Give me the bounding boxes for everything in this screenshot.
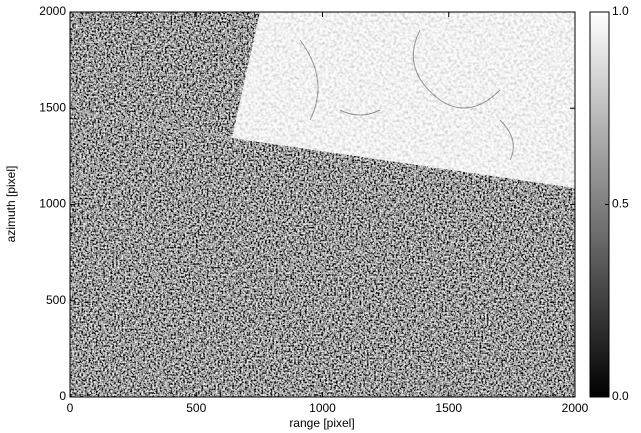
x-tick-label: 1500 (435, 401, 462, 415)
y-tick-label: 500 (46, 293, 66, 307)
x-tick-label: 2000 (562, 401, 589, 415)
x-tick-label: 1000 (309, 401, 336, 415)
x-tick-label: 500 (186, 401, 206, 415)
faint-edge (70, 109, 233, 139)
y-tick-label: 1000 (39, 197, 66, 211)
bright-region-noise (232, 12, 575, 188)
colorbar-tick-label: 1.0 (612, 4, 629, 18)
y-tick-label: 2000 (39, 4, 66, 18)
colorbar-tick-label: 0.5 (612, 197, 629, 211)
colorbar-tick-label: 0.0 (612, 389, 629, 403)
y-axis-label: azimuth [pixel] (4, 166, 18, 243)
y-tick-label: 1500 (39, 100, 66, 114)
y-tick-label: 0 (59, 389, 66, 403)
x-tick-label: 0 (67, 401, 74, 415)
image (70, 12, 575, 397)
x-axis-label: range [pixel] (289, 416, 354, 430)
bright-texture (299, 29, 514, 161)
